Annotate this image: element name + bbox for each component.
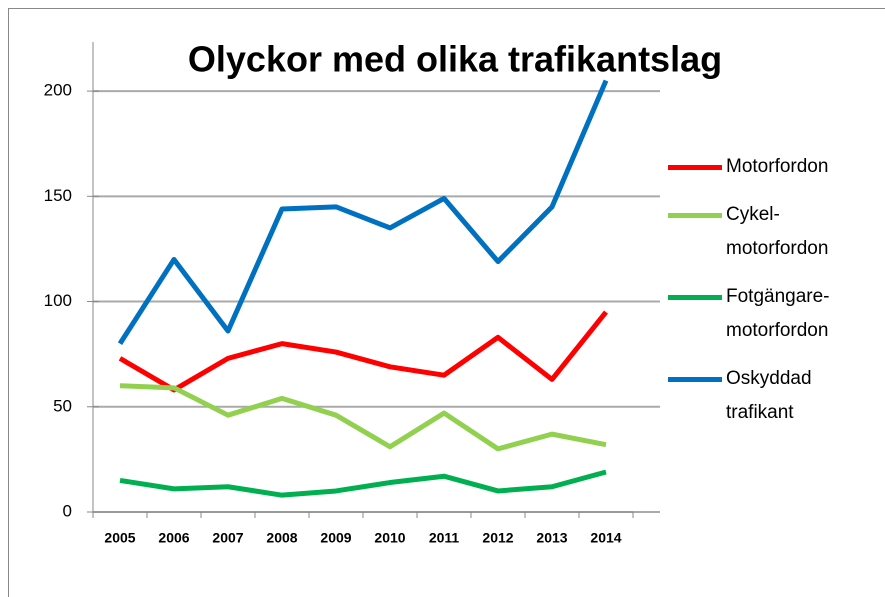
legend-item: Cykel-motorfordon <box>668 198 878 266</box>
legend-swatch <box>668 165 722 170</box>
legend-swatch <box>668 213 722 218</box>
x-tick-label: 2008 <box>266 530 297 546</box>
legend-label: Cykel-motorfordon <box>726 204 829 259</box>
legend-item: Oskyddad trafikant <box>668 362 878 430</box>
legend: Motorfordon Cykel-motorfordon Fotgängare-m… <box>668 150 878 444</box>
chart-title: Olyckor med olika trafikantslag <box>188 39 722 80</box>
legend-swatch <box>668 377 722 382</box>
y-tick-label: 100 <box>44 291 72 310</box>
chart-border <box>8 8 885 597</box>
y-tick-label: 0 <box>63 501 72 520</box>
y-tick-label: 200 <box>44 81 72 100</box>
legend-label: Fotgängare-motorfordon <box>726 286 830 341</box>
series-line <box>118 310 608 393</box>
legend-label: Motorfordon <box>726 156 829 177</box>
series-line <box>119 383 607 452</box>
legend-item: Fotgängare-motorfordon <box>668 280 878 348</box>
x-tick-label: 2009 <box>320 530 351 546</box>
x-tick-label: 2010 <box>374 530 405 546</box>
legend-swatch <box>668 295 722 300</box>
legend-item: Motorfordon <box>668 150 878 184</box>
x-tick-label: 2011 <box>429 530 460 546</box>
y-tick-label: 150 <box>44 186 72 205</box>
y-tick-label: 50 <box>53 396 72 415</box>
x-tick-label: 2013 <box>536 530 567 546</box>
x-tick-label: 2014 <box>590 530 621 546</box>
x-tick-label: 2005 <box>104 530 135 546</box>
x-tick-label: 2012 <box>482 530 513 546</box>
legend-label: Oskyddad trafikant <box>726 368 812 423</box>
series-line <box>119 469 607 498</box>
x-tick-label: 2006 <box>158 530 189 546</box>
series-line <box>117 79 609 345</box>
x-tick-label: 2007 <box>212 530 243 546</box>
